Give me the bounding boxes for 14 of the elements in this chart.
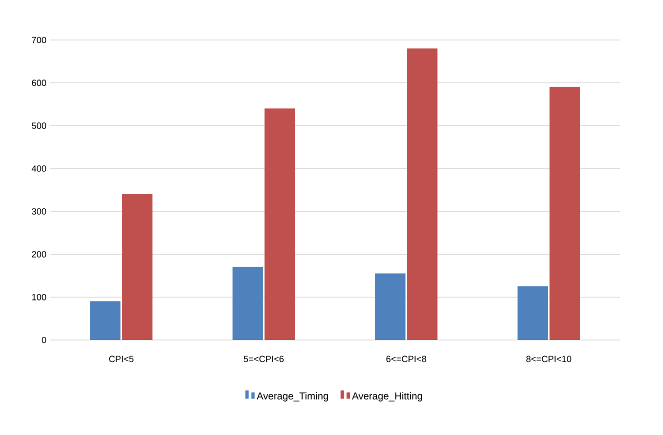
y-tick-label: 700	[32, 36, 46, 44]
y-tick-label: 300	[32, 208, 46, 215]
y-tick-label: 500	[32, 122, 46, 129]
y-tick-label: 0	[42, 336, 46, 344]
y-tick-label: 200	[32, 251, 46, 258]
y-tick-label: 600	[32, 80, 46, 86]
y-tick-label: 400	[32, 165, 46, 172]
legend-label: Average_Timing	[256, 392, 328, 402]
x-tick-label: CPI<5	[109, 356, 134, 362]
x-tick-label: 8<=CPI<10	[526, 356, 572, 362]
legend-label: Average_Hitting	[352, 392, 422, 402]
x-tick-label: 5=<CPI<6	[244, 356, 284, 362]
x-tick-label: 6<=CPI<8	[386, 356, 426, 362]
y-tick-label: 100	[32, 294, 46, 300]
